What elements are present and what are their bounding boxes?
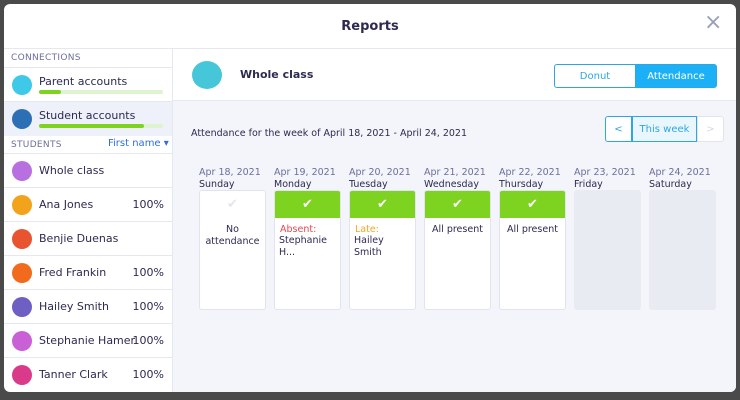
avatar [12,229,32,249]
nav-button[interactable]: This week [632,116,697,142]
day-date: Apr 18, 2021 [199,167,261,178]
day-card[interactable]: ✔ Late: Hailey Smith [349,190,416,310]
progress-fill [39,90,62,94]
day-date: Apr 19, 2021 [274,167,336,178]
class-name: Whole class [240,68,314,81]
section-label: STUDENTS [11,140,62,150]
connection-label: Parent accounts [39,75,128,88]
student-row[interactable]: Ana Jones 100% [4,187,172,222]
day-date: Apr 22, 2021 [499,167,561,178]
day-card [574,190,641,310]
sidebar: CONNECTIONS STUDENTS First name ▾ Parent… [4,49,173,392]
day-name: Friday [574,179,603,190]
section-label: CONNECTIONS [11,53,81,63]
note-label: Late: [355,224,379,235]
avatar [12,75,32,95]
note-label: Absent: [280,224,317,235]
close-button[interactable]: × [704,10,723,35]
student-name: Whole class [39,164,105,177]
student-row[interactable]: Hailey Smith 100% [4,289,172,324]
day-card[interactable]: ✔ No attendance [199,190,266,310]
student-percent: 100% [132,266,164,279]
connection-row[interactable]: Student accounts [4,101,172,136]
modal-title: Reports [341,19,399,34]
avatar [12,365,32,385]
day-date: Apr 21, 2021 [424,167,486,178]
progress-track [39,124,163,128]
nav-button[interactable]: < [605,116,632,142]
sort-dropdown[interactable]: First name ▾ [108,138,169,149]
day-text: No attendance [205,224,260,247]
week-label: Attendance for the week of April 18, 202… [191,128,468,139]
day-status: ✔ [425,191,490,218]
day-status: ✔ [200,191,265,218]
tab-button[interactable]: Donut [554,64,636,88]
day-date: Apr 20, 2021 [349,167,411,178]
student-name: Ana Jones [39,198,94,211]
day-name: Tuesday [349,179,388,190]
day-text: Hailey Smith [354,235,384,258]
reports-modal: Reports × CONNECTIONS STUDENTS First nam… [4,4,736,392]
day-name: Wednesday [424,179,480,190]
day-card [649,190,716,310]
day-text: All present [432,224,483,235]
student-row[interactable]: Tanner Clark 100% [4,357,172,392]
student-name: Tanner Clark [39,368,108,381]
progress-track [39,90,163,94]
day-text: Stephanie H... [279,235,327,258]
student-name: Benjie Duenas [39,232,119,245]
student-row[interactable]: Fred Frankin 100% [4,255,172,290]
day-status: ✔ [275,191,340,218]
day-name: Thursday [499,179,544,190]
student-percent: 100% [132,300,164,313]
sort-label: First name [108,138,161,149]
day-name: Saturday [649,179,692,190]
connection-label: Student accounts [39,109,136,122]
avatar [12,161,32,181]
day-date: Apr 23, 2021 [574,167,636,178]
day-text: All present [507,224,558,235]
day-status: ✔ [500,191,565,218]
day-card[interactable]: ✔ Absent: Stephanie H... [274,190,341,310]
avatar [12,331,32,351]
day-card[interactable]: ✔ All present [499,190,566,310]
student-row[interactable]: Stephanie Hamer 100% [4,323,172,358]
avatar [12,297,32,317]
divider [4,48,736,49]
day-name: Monday [274,179,312,190]
day-date: Apr 24, 2021 [649,167,711,178]
day-name: Sunday [199,179,235,190]
student-percent: 100% [132,198,164,211]
class-icon [192,61,222,89]
avatar [12,263,32,283]
day-card[interactable]: ✔ All present [424,190,491,310]
day-status: ✔ [350,191,415,218]
student-name: Fred Frankin [39,266,107,279]
student-percent: 100% [132,334,164,347]
avatar [12,195,32,215]
main-panel: Whole class Attendance for the week of A… [173,49,736,392]
student-row[interactable]: Benjie Duenas [4,221,172,256]
student-name: Hailey Smith [39,300,109,313]
student-percent: 100% [132,368,164,381]
student-row[interactable]: Whole class [4,153,172,188]
progress-fill [39,124,145,128]
student-name: Stephanie Hamer [39,334,136,347]
connection-row[interactable]: Parent accounts [4,67,172,102]
tab-button[interactable]: Attendance [635,64,717,88]
nav-button[interactable]: > [697,116,724,142]
avatar [12,109,32,129]
